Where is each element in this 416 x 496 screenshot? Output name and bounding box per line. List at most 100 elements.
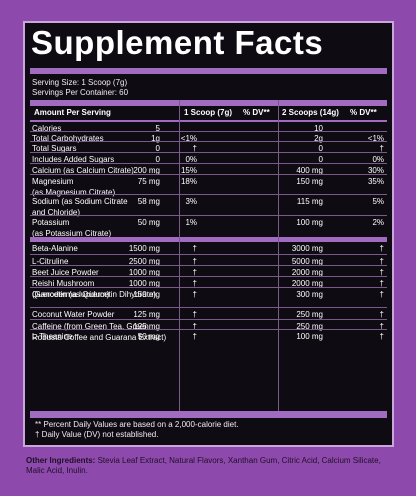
row-separator — [30, 152, 387, 153]
amount-1-scoop: 75 mg — [137, 177, 160, 186]
dv-2-scoops: <1% — [367, 134, 384, 143]
table-row: Calories 5 10 — [30, 122, 387, 133]
table-row: Total Carbohydrates 1g <1% 2g <1% — [30, 132, 387, 143]
amount-2-scoops: 2000 mg — [291, 279, 323, 288]
dv-2-scoops: 35% — [367, 177, 384, 186]
dv-1-scoop: 1% — [185, 218, 197, 227]
amount-2-scoops: 150 mg — [296, 177, 323, 186]
amount-2-scoops: 100 mg — [296, 332, 323, 341]
amount-1-scoop: 1g — [151, 134, 160, 143]
table-row: Sodium (as Sodium Citrate and Chloride) 5… — [30, 195, 387, 217]
amount-1-scoop: 125 mg — [133, 322, 160, 331]
serving-size: Serving Size: 1 Scoop (7g) — [32, 78, 128, 87]
amount-2-scoops: 0 — [318, 144, 323, 153]
other-ingredients: Other Ingredients: Stevia Leaf Extract, … — [26, 456, 392, 476]
dv-1-scoop: † — [192, 257, 197, 266]
dv-2-scoops: † — [379, 268, 384, 277]
row-separator — [30, 319, 387, 320]
panel-title: Supplement Facts — [31, 24, 324, 61]
nutrient-name: Potassium (as Potassium Citrate) — [32, 218, 112, 238]
row-separator — [30, 307, 387, 308]
nutrient-name: Sodium (as Sodium Citrate and Chloride) — [32, 197, 128, 217]
footnote-dagger: † Daily Value (DV) not established. — [35, 430, 159, 439]
header-bar-bottom — [30, 120, 387, 122]
dv-2-scoops: † — [379, 332, 384, 341]
table-row: Quercetin (as Quercetin Dihydrate) 150 mg… — [30, 288, 387, 308]
dv-2-scoops: † — [379, 144, 384, 153]
dv-1-scoop: 3% — [185, 197, 197, 206]
dv-2-scoops: † — [379, 279, 384, 288]
amount-1-scoop: 0 — [155, 155, 160, 164]
amount-2-scoops: 300 mg — [296, 290, 323, 299]
dv-2-scoops: 30% — [367, 166, 384, 175]
amount-1-scoop: 50 mg — [137, 332, 160, 341]
section-bar — [30, 237, 387, 242]
nutrient-name: L-Theanine — [32, 332, 73, 341]
row-separator — [30, 174, 387, 175]
table-row: Potassium (as Potassium Citrate) 50 mg 1% 1… — [30, 216, 387, 242]
amount-1-scoop: 50 mg — [137, 218, 160, 227]
dv-1-scoop: † — [192, 332, 197, 341]
dv-1-scoop: † — [192, 310, 197, 319]
table-row: Includes Added Sugars 0 0% 0 0% — [30, 153, 387, 164]
dv-2-scoops: † — [379, 244, 384, 253]
dv-1-scoop: † — [192, 279, 197, 288]
amount-2-scoops: 5000 mg — [291, 257, 323, 266]
dv-2-scoops: † — [379, 290, 384, 299]
dv-2-scoops: † — [379, 257, 384, 266]
row-separator — [30, 329, 387, 330]
table-row: Calcium (as Calcium Citrate) 200 mg 15% 400… — [30, 164, 387, 175]
nutrient-name: Coconut Water Powder — [32, 310, 115, 319]
column-divider-left — [179, 100, 180, 411]
table-row: Total Sugars 0 † 0 † — [30, 142, 387, 153]
row-separator — [30, 194, 387, 195]
table-row: Beta-Alanine 1500 mg † 3000 mg † — [30, 242, 387, 255]
dv-2-scoops: 2% — [372, 218, 384, 227]
row-separator — [30, 276, 387, 277]
nutrient-name: Total Sugars — [32, 144, 77, 153]
table-row: L-Theanine 50 mg † 100 mg † — [30, 330, 387, 341]
column-divider-right — [278, 100, 279, 411]
dv-1-scoop: † — [192, 322, 197, 331]
amount-2-scoops: 3000 mg — [291, 244, 323, 253]
dv-1-scoop: 15% — [180, 166, 197, 175]
nutrient-name: Beet Juice Powder — [32, 268, 99, 277]
dv-1-scoop: † — [192, 290, 197, 299]
amount-2-scoops: 115 mg — [296, 197, 323, 206]
header-col2-dv: % DV** — [350, 108, 377, 117]
title-bar — [30, 68, 387, 74]
amount-1-scoop: 1000 mg — [128, 279, 160, 288]
nutrient-name: Calories — [32, 124, 62, 133]
nutrient-name: Quercetin (as Quercetin Dihydrate) — [32, 290, 157, 299]
header-bar-top — [30, 100, 387, 106]
table-row: Caffeine (from Green Tea, Green Robusta … — [30, 320, 387, 342]
row-separator — [30, 287, 387, 288]
other-ingredients-text: Stevia Leaf Extract, Natural Flavors, Xa… — [26, 456, 381, 475]
amount-2-scoops: 0 — [318, 155, 323, 164]
footnote-dv: ** Percent Daily Values are based on a 2… — [35, 420, 239, 429]
nutrient-name: Total Carbohydrates — [32, 134, 104, 143]
dv-1-scoop: † — [192, 144, 197, 153]
amount-1-scoop: 125 mg — [133, 310, 160, 319]
amount-1-scoop: 1000 mg — [128, 268, 160, 277]
dv-2-scoops: † — [379, 310, 384, 319]
row-separator — [30, 141, 387, 142]
amount-1-scoop: 150 mg — [133, 290, 160, 299]
supplement-facts-panel: Supplement Facts Serving Size: 1 Scoop (… — [23, 21, 394, 447]
table-row: Beet Juice Powder 1000 mg † 2000 mg † — [30, 266, 387, 277]
amount-2-scoops: 250 mg — [296, 322, 323, 331]
dv-2-scoops: 5% — [372, 197, 384, 206]
row-separator — [30, 265, 387, 266]
footer-bar — [30, 411, 387, 418]
amount-1-scoop: 58 mg — [137, 197, 160, 206]
header-amount-per-serving: Amount Per Serving — [34, 108, 111, 117]
header-col2: 2 Scoops (14g) — [282, 108, 339, 117]
nutrient-name: Magnesium (as Magnesium Citrate) — [32, 177, 116, 197]
amount-2-scoops: 2g — [314, 134, 323, 143]
amount-1-scoop: 2500 mg — [128, 257, 160, 266]
amount-1-scoop: 1500 mg — [128, 244, 160, 253]
header-col1-dv: % DV** — [243, 108, 270, 117]
nutrient-name: Caffeine (from Green Tea, Green Robusta … — [32, 322, 167, 342]
row-separator — [30, 254, 387, 255]
header-col1: 1 Scoop (7g) — [184, 108, 233, 117]
